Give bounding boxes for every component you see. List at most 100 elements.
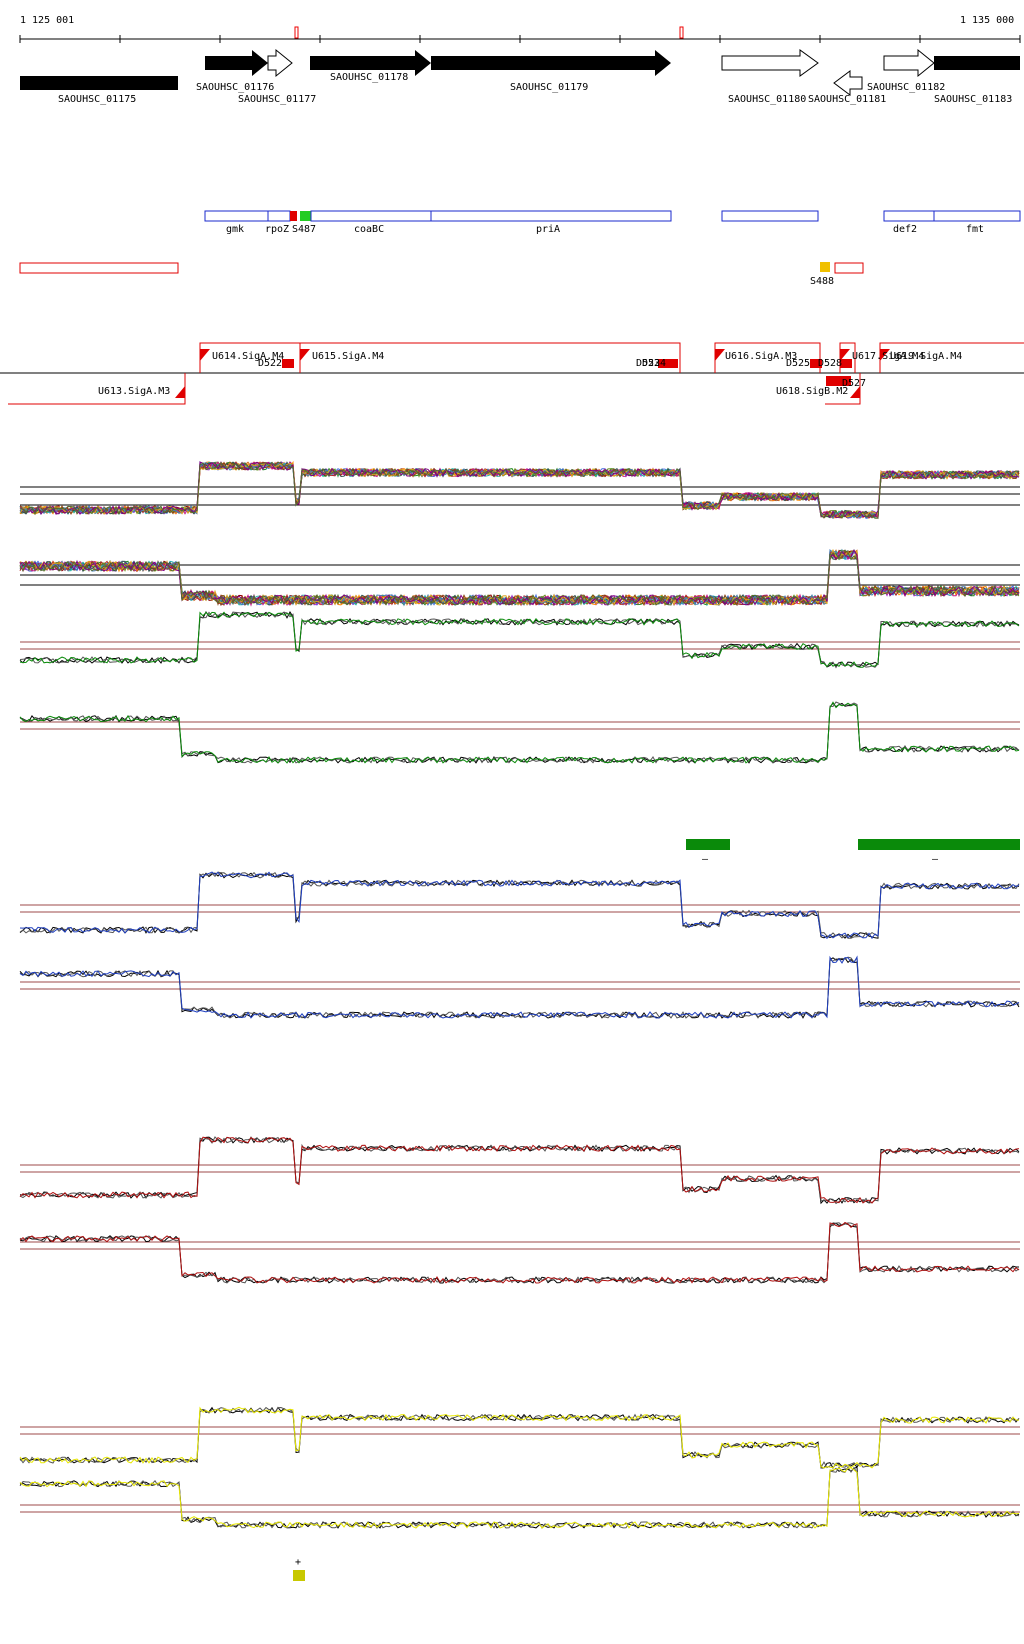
tu-label: D524	[642, 358, 666, 369]
feature-box[interactable]	[19, 262, 179, 274]
expression-trace	[19, 611, 1020, 669]
gene-box[interactable]	[310, 210, 432, 222]
ruler-start-label: 1 125 001	[20, 15, 74, 26]
cds-label: SAOUHSC_01176	[196, 82, 274, 93]
expression-trace	[19, 549, 1020, 606]
expression-trace	[19, 1222, 1020, 1284]
expression-trace	[19, 955, 1020, 1019]
strand-label: +	[295, 1557, 301, 1568]
tu-start-flag	[840, 349, 850, 361]
gene-box[interactable]	[300, 211, 311, 221]
strand-label: –	[702, 854, 709, 865]
cds-label: SAOUHSC_01181	[808, 94, 886, 105]
expression-trace	[19, 462, 1020, 519]
expression-trace	[19, 549, 1020, 607]
cds-label: SAOUHSC_01182	[867, 82, 945, 93]
feature-box[interactable]	[834, 262, 864, 274]
expression-trace	[19, 701, 1020, 764]
cds-01175[interactable]	[20, 76, 178, 90]
gene-label: coaBC	[354, 224, 384, 235]
cds-01176[interactable]	[205, 50, 268, 76]
tu-end-box	[282, 359, 294, 368]
segment-bar[interactable]	[858, 839, 1020, 850]
cds-01179[interactable]	[431, 50, 671, 76]
tu-line	[8, 373, 186, 405]
cds-01183[interactable]	[934, 56, 1020, 70]
cds-label: SAOUHSC_01177	[238, 94, 316, 105]
cds-01177[interactable]	[267, 48, 293, 78]
gene-box[interactable]	[204, 210, 269, 222]
tu-start-flag	[850, 386, 860, 398]
tu-label: D527	[842, 378, 866, 389]
tu-start-flag	[175, 386, 185, 398]
gene-track: gmk rpoZ S487 coaBC priA def2 fmt	[204, 210, 1021, 235]
tu-line	[299, 342, 680, 373]
gene-box[interactable]	[721, 210, 819, 222]
tu-label: U616.SigA.M3	[725, 351, 797, 362]
tu-end-box	[840, 359, 852, 368]
gene-box[interactable]	[430, 210, 672, 222]
blue-minus-panel	[19, 955, 1020, 1019]
expression-trace	[19, 610, 1020, 668]
cds-label: SAOUHSC_01183	[934, 94, 1012, 105]
cds-track: SAOUHSC_01175 SAOUHSC_01176 SAOUHSC_0117…	[20, 48, 1020, 105]
expression-profiles	[19, 460, 1020, 1529]
feature-box[interactable]	[820, 262, 830, 272]
cds-label: SAOUHSC_01175	[58, 94, 136, 105]
strand-label: –	[932, 854, 939, 865]
tu-label: U613.SigA.M3	[98, 386, 170, 397]
expression-trace	[19, 1136, 1020, 1204]
cds-label: SAOUHSC_01178	[330, 72, 408, 83]
cds-01180[interactable]	[721, 49, 819, 77]
multi-condition-minus-panel	[19, 548, 1020, 607]
tu-start-flag	[300, 349, 310, 361]
gene-box[interactable]	[267, 210, 291, 222]
tu-label: U618.SigB.M2	[776, 386, 848, 397]
expression-trace	[19, 1221, 1020, 1284]
gene-label: fmt	[966, 224, 984, 235]
gene-label: gmk	[226, 224, 244, 235]
expression-trace	[19, 1406, 1020, 1469]
expression-trace	[19, 871, 1020, 939]
coordinate-ruler: 1 125 001 1 135 000	[19, 15, 1021, 43]
tu-label: U619.SigA.M4	[890, 351, 962, 362]
expression-trace	[19, 461, 1020, 519]
gene-box[interactable]	[883, 210, 935, 222]
tu-label: U614.SigA.M4	[212, 351, 284, 362]
ruler-marker	[294, 26, 299, 39]
gene-box[interactable]	[290, 211, 297, 221]
gene-label: def2	[893, 224, 917, 235]
expression-trace	[19, 957, 1020, 1019]
expression-trace	[19, 702, 1020, 764]
expression-trace	[19, 955, 1020, 1019]
segment-bar[interactable]	[686, 839, 730, 850]
green-plus-panel	[19, 610, 1020, 669]
tu-start-flag	[880, 349, 890, 361]
tu-label: D523	[636, 358, 660, 369]
gene-box[interactable]	[933, 210, 1021, 222]
gene-label: priA	[536, 224, 560, 235]
tu-start-flag	[715, 349, 725, 361]
tu-start-flag	[200, 349, 210, 361]
expression-trace	[19, 1465, 1020, 1529]
green-minus-panel	[19, 701, 1020, 764]
expression-trace	[19, 1406, 1020, 1469]
cds-01182[interactable]	[883, 48, 935, 78]
cds-01178[interactable]	[310, 50, 431, 76]
tu-line	[879, 342, 1024, 373]
feature-label: S488	[810, 276, 834, 287]
expression-trace	[19, 611, 1020, 668]
tu-label: U615.SigA.M4	[312, 351, 384, 362]
expression-trace	[19, 871, 1020, 940]
ruler-end-label: 1 135 000	[960, 15, 1014, 26]
cds-label: SAOUHSC_01179	[510, 82, 588, 93]
segment-bar[interactable]	[293, 1570, 305, 1581]
red-minus-panel	[19, 1221, 1020, 1284]
cds-01181[interactable]	[833, 70, 863, 96]
transcription-unit-track: U614.SigA.M4 D522 U615.SigA.M4 D523 D524…	[0, 342, 1024, 405]
tu-end-box	[810, 359, 822, 368]
ruler-marker	[679, 26, 684, 39]
cds-label: SAOUHSC_01180	[728, 94, 806, 105]
